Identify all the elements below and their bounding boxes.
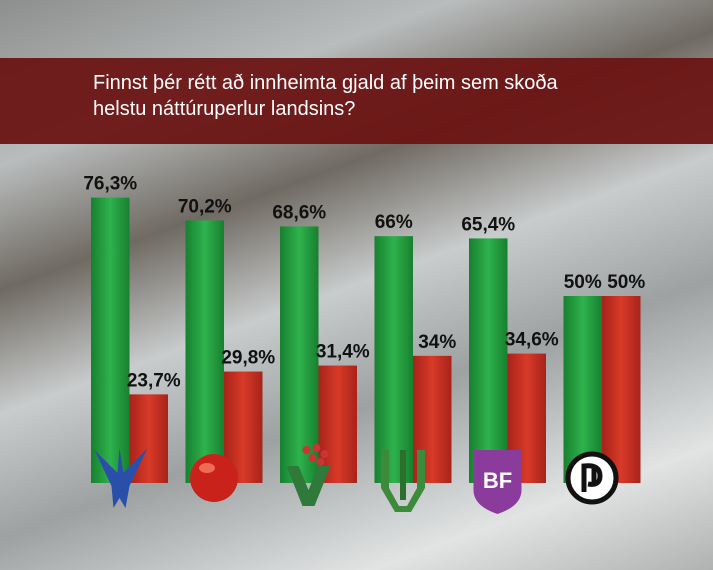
value-label: 76,3% <box>83 174 137 195</box>
logo <box>316 458 325 466</box>
bar <box>280 226 319 483</box>
value-label: 68,6% <box>272 202 326 223</box>
value-label: 50% <box>607 272 645 293</box>
logo <box>581 463 603 492</box>
value-label: 50% <box>564 272 602 293</box>
value-label: 23,7% <box>127 370 181 391</box>
party-logo <box>190 454 238 502</box>
bar <box>318 365 357 483</box>
chart-title: Finnst þér rétt að innheimta gjald af þe… <box>93 72 558 120</box>
logo: BF <box>483 468 512 493</box>
logo <box>286 466 331 506</box>
bar <box>91 197 130 483</box>
value-label: 31,4% <box>316 342 370 363</box>
party-logo <box>94 448 148 508</box>
title-banner <box>0 58 713 144</box>
logo <box>94 448 148 508</box>
value-label: 65,4% <box>461 214 515 235</box>
value-label: 34,6% <box>505 330 559 351</box>
bar <box>374 236 413 483</box>
logo <box>312 444 321 452</box>
value-label: 34% <box>418 332 456 353</box>
logo <box>190 454 238 502</box>
value-label: 29,8% <box>221 348 275 369</box>
bar <box>602 296 641 483</box>
party-logo: BF <box>473 450 522 514</box>
value-label: 70,2% <box>178 196 232 217</box>
logo <box>199 463 215 473</box>
party-logo <box>565 451 619 505</box>
party-logo <box>381 450 425 512</box>
logo <box>381 450 425 512</box>
value-label: 66% <box>375 212 413 233</box>
logo <box>400 450 406 500</box>
logo <box>302 446 311 454</box>
bar <box>185 220 224 483</box>
party-logo <box>286 444 331 506</box>
logo <box>320 450 329 458</box>
logo <box>473 450 522 514</box>
bar <box>469 238 508 483</box>
logo <box>308 454 317 462</box>
